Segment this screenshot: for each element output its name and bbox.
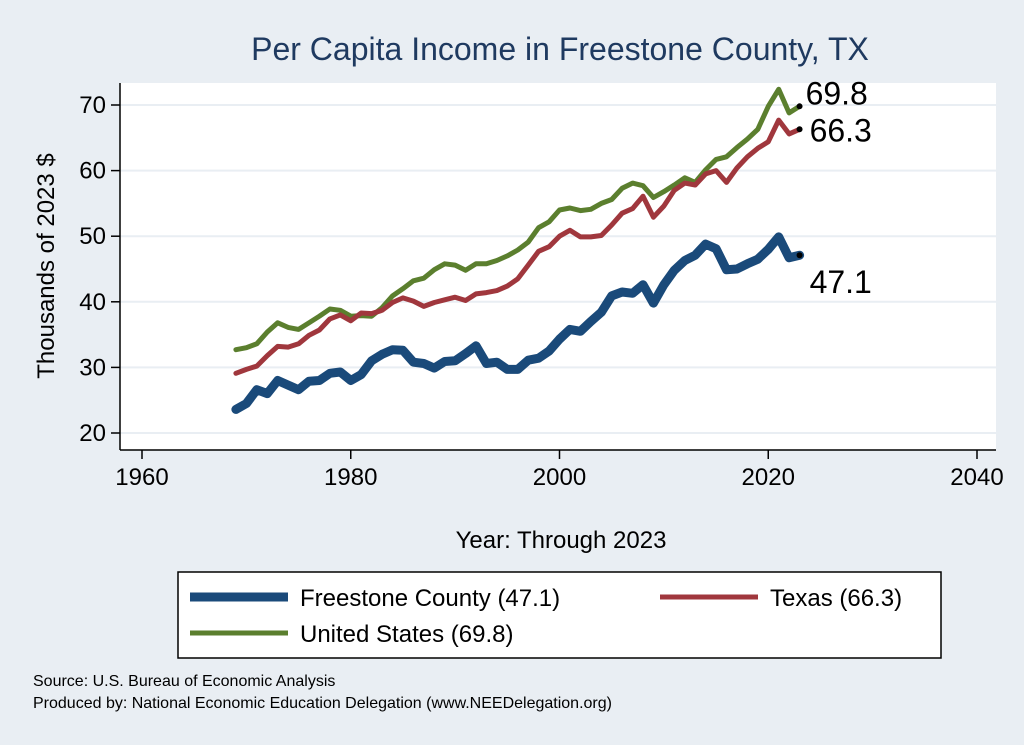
axes [119,83,996,451]
series-layer [231,86,805,414]
series-line-texas [233,117,803,376]
series-line-freestone [231,232,805,414]
end-labels: 47.1 66.369.8 [796,75,872,300]
end-marker-freestone [796,252,803,259]
y-tick-label-70: 70 [79,92,106,119]
end-marker-texas [796,126,803,133]
gridlines [120,104,996,434]
legend-box [177,571,942,659]
ticks: 20 30 40 50 60 70 1960 1980 2000 2020 2040 [79,92,1003,491]
x-tick-label-2000: 2000 [533,464,586,491]
x-axis-title: Year: Through 2023 [456,527,667,554]
y-tick-label-50: 50 [79,223,106,250]
end-label-texas: 66.3 [810,112,872,148]
x-tick-label-2040: 2040 [950,464,1003,491]
legend-label-freestone: Freestone County (47.1) [300,585,560,612]
x-tick-label-1960: 1960 [115,464,168,491]
series-line-us [233,86,803,353]
y-tick-label-40: 40 [79,289,106,316]
end-marker-us [796,103,803,110]
legend: Freestone County (47.1) Texas (66.3) Uni… [177,571,942,659]
y-axis-title: Thousands of 2023 $ [33,153,60,379]
legend-label-texas: Texas (66.3) [770,585,902,612]
chart-title: Per Capita Income in Freestone County, T… [251,31,869,67]
producer-note: Produced by: National Economic Education… [33,695,612,712]
y-tick-label-60: 60 [79,158,106,185]
x-tick-label-1980: 1980 [324,464,377,491]
end-label-freestone: 47.1 [810,264,872,300]
y-tick-label-30: 30 [79,354,106,381]
end-label-us: 69.8 [806,75,868,111]
source-note: Source: U.S. Bureau of Economic Analysis [33,673,335,690]
x-tick-label-2020: 2020 [742,464,795,491]
legend-label-us: United States (69.8) [300,621,513,648]
y-tick-label-20: 20 [79,420,106,447]
